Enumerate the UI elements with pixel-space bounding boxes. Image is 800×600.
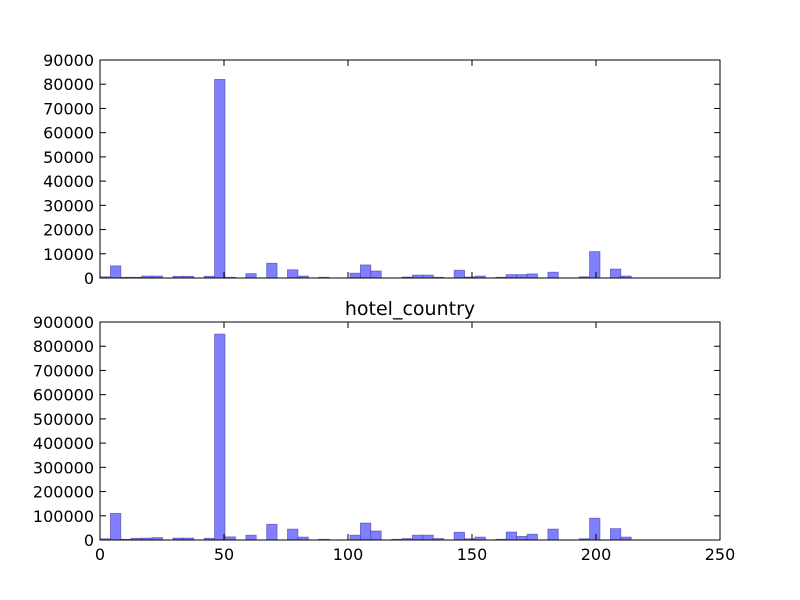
- bottom-y-tick-label: 0: [84, 531, 94, 550]
- top-histogram-panel: 0 10000 20000 30000 40000 50000 60000 70000 8000…: [43, 51, 721, 288]
- top-histogram-bar: [266, 262, 278, 279]
- top-histogram-bar: [214, 78, 226, 279]
- bottom-panel-frame: [99, 321, 721, 541]
- top-histogram-bar: [609, 268, 622, 279]
- bottom-histogram-bar: [505, 531, 518, 541]
- bottom-y-tick-label: 200000: [33, 483, 94, 502]
- bottom-y-tick-label: 400000: [33, 434, 94, 453]
- bottom-x-tick-label: 50: [214, 545, 234, 564]
- top-histogram-bar: [245, 273, 257, 279]
- bottom-histogram-bar: [370, 530, 382, 541]
- top-y-tick-label: 90000: [43, 51, 94, 70]
- bottom-histogram-bar: [516, 535, 528, 541]
- top-histogram-bar: [359, 264, 372, 279]
- top-histogram-bar: [110, 265, 122, 279]
- top-y-tick-label: 70000: [43, 99, 94, 118]
- top-y-tick-label: 60000: [43, 124, 94, 143]
- top-histogram-bar: [287, 269, 299, 279]
- bottom-y-tick-label: 800000: [33, 337, 94, 356]
- top-histogram-bar: [516, 274, 528, 279]
- bottom-histogram-panel: hotel_country 01000002000003000004000005…: [33, 298, 735, 564]
- bottom-panel-title: hotel_country: [345, 298, 475, 320]
- bottom-histogram-bar: [547, 528, 559, 541]
- bottom-histogram-bar: [422, 534, 434, 541]
- top-panel-ticks: 0 10000 20000 30000 40000 50000 60000 70000 8000…: [43, 51, 721, 288]
- bottom-histogram-bar: [245, 534, 257, 541]
- top-y-tick-label: 40000: [43, 172, 94, 191]
- bottom-histogram-bar: [412, 534, 424, 541]
- bottom-x-tick-label: 200: [581, 545, 612, 564]
- bottom-histogram-bar: [359, 522, 372, 541]
- top-y-tick-label: 10000: [43, 245, 94, 264]
- top-y-tick-label: 0: [84, 269, 94, 288]
- top-histogram-bar: [589, 251, 601, 279]
- bottom-histogram-bar: [609, 528, 622, 541]
- top-panel-frame: [99, 59, 721, 279]
- top-histogram-bar: [349, 272, 361, 279]
- top-histogram-bar: [370, 270, 382, 279]
- bottom-x-tick-label: 0: [95, 545, 105, 564]
- bottom-y-tick-label: 100000: [33, 507, 94, 526]
- bottom-y-tick-label: 500000: [33, 410, 94, 429]
- bottom-histogram-bar: [349, 534, 361, 541]
- top-y-tick-label: 30000: [43, 196, 94, 215]
- bottom-y-tick-label: 900000: [33, 313, 94, 332]
- bottom-x-tick-label: 100: [333, 545, 364, 564]
- bottom-x-tick-label: 150: [457, 545, 488, 564]
- bottom-histogram-bar: [266, 523, 278, 541]
- bottom-y-tick-label: 300000: [33, 458, 94, 477]
- bottom-histogram-bar: [526, 533, 538, 541]
- bottom-histogram-bar: [589, 517, 601, 541]
- top-y-tick-label: 20000: [43, 221, 94, 240]
- top-y-tick-label: 80000: [43, 75, 94, 94]
- top-y-tick-label: 50000: [43, 148, 94, 167]
- bottom-histogram-bar: [453, 531, 465, 541]
- bottom-panel-ticks: 0100000200000300000400000500000600000700…: [33, 313, 735, 564]
- top-histogram-bar: [526, 273, 538, 279]
- bottom-y-tick-label: 700000: [33, 361, 94, 380]
- top-histogram-bar: [453, 269, 465, 279]
- top-histogram-bar: [505, 274, 518, 279]
- bottom-histogram-bar: [214, 333, 226, 541]
- bottom-x-tick-label: 250: [705, 545, 736, 564]
- bottom-y-tick-label: 600000: [33, 386, 94, 405]
- top-histogram-bar: [547, 271, 559, 279]
- bottom-histogram-bar: [287, 528, 299, 541]
- bottom-histogram-bar: [110, 512, 122, 541]
